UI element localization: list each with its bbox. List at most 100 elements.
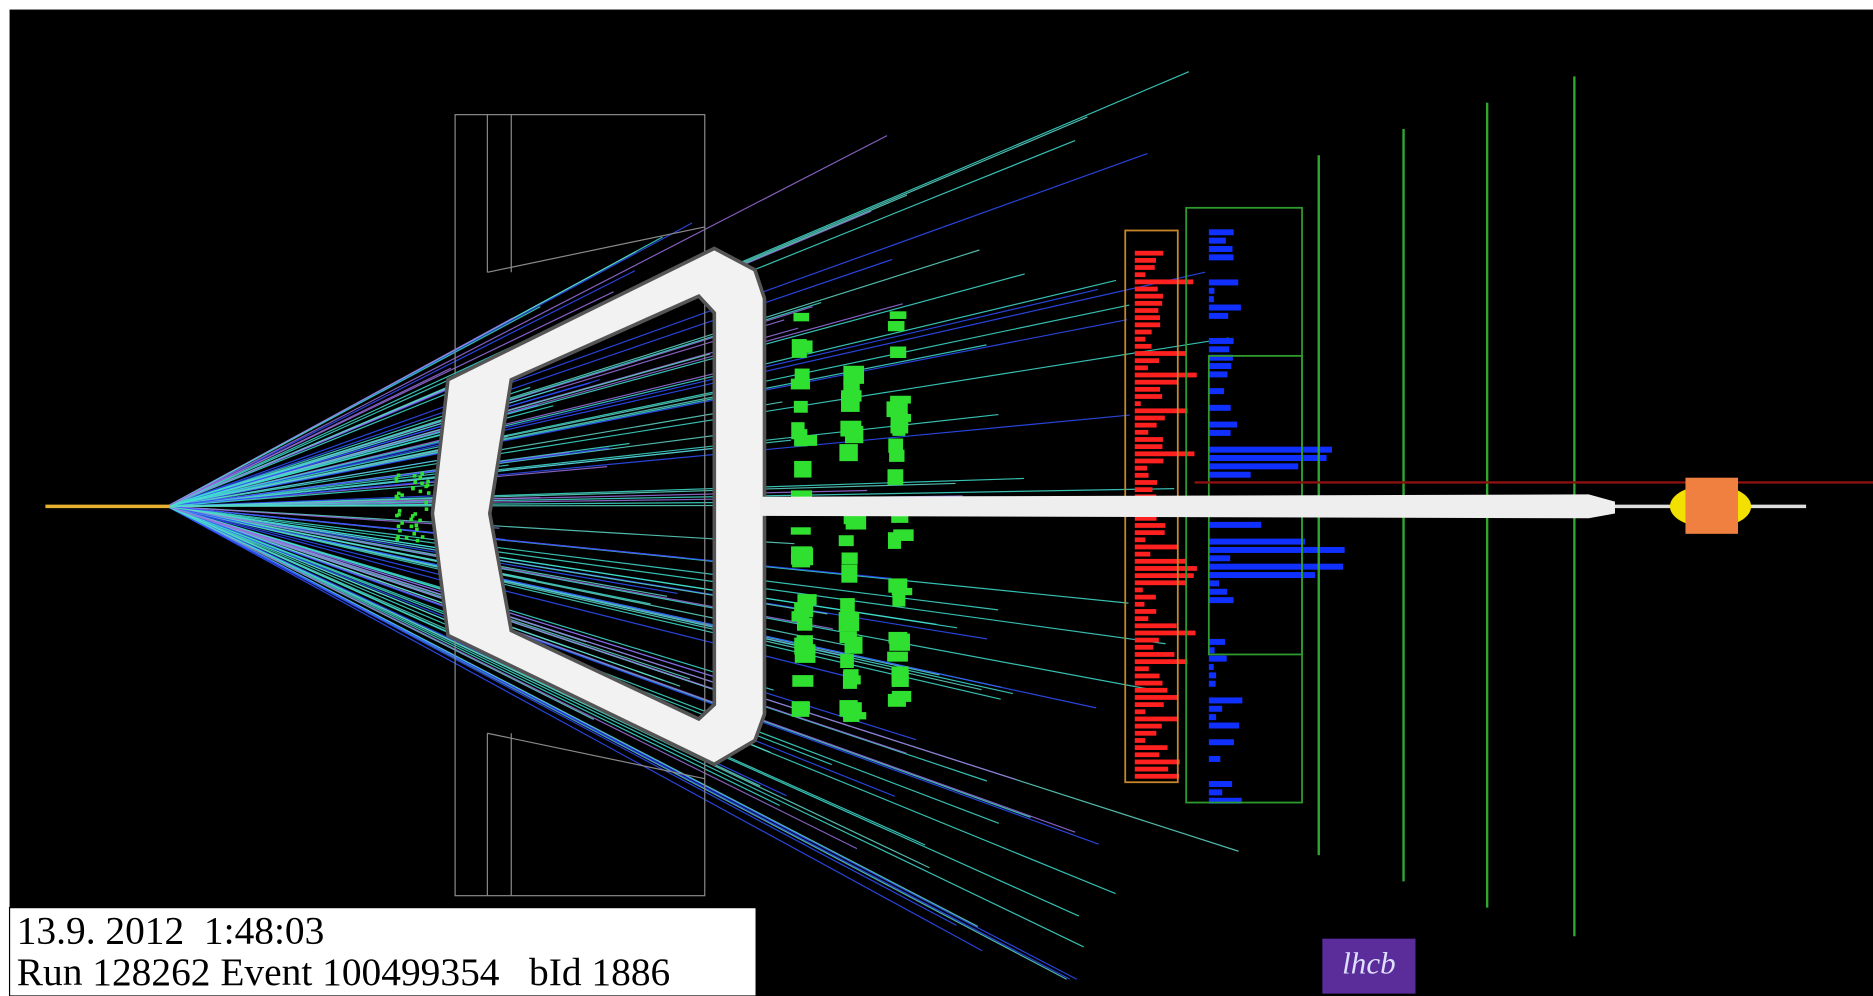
hcal-deposit bbox=[1208, 680, 1216, 687]
hcal-deposit bbox=[1208, 463, 1299, 470]
track bbox=[167, 488, 1175, 507]
tracker-hit bbox=[843, 380, 860, 394]
track bbox=[166, 306, 541, 507]
hcal-deposit bbox=[1208, 388, 1225, 395]
ecal-deposit bbox=[1134, 272, 1146, 278]
velo-hit bbox=[395, 496, 400, 500]
velo-hit bbox=[415, 527, 419, 532]
ecal-deposit bbox=[1134, 609, 1157, 614]
ecal-deposit bbox=[1134, 358, 1160, 364]
tracker-hit bbox=[793, 312, 810, 322]
ecal-deposit bbox=[1134, 279, 1194, 285]
track bbox=[167, 482, 956, 507]
ecal-deposit bbox=[1134, 558, 1187, 564]
ecal-deposit bbox=[1134, 709, 1146, 715]
tracker-hit bbox=[843, 669, 859, 680]
tracker-hit bbox=[889, 311, 907, 319]
hcal-deposit bbox=[1208, 672, 1217, 679]
ecal-deposit bbox=[1134, 587, 1143, 593]
beam-pipe bbox=[759, 494, 1615, 519]
track bbox=[166, 505, 497, 652]
ecal-deposit bbox=[1134, 730, 1157, 736]
ecal-deposit bbox=[1134, 652, 1175, 657]
velo-hit bbox=[426, 491, 431, 495]
logo-box bbox=[1322, 938, 1416, 994]
tracker-hit bbox=[887, 651, 908, 662]
velo-hit bbox=[400, 521, 404, 525]
velo-hit bbox=[418, 518, 422, 523]
velo-hit bbox=[415, 538, 420, 543]
ecal-deposit bbox=[1134, 659, 1188, 664]
hcal-deposit bbox=[1208, 429, 1231, 436]
hcal-deposit bbox=[1208, 563, 1344, 570]
tracker-hit bbox=[887, 469, 904, 485]
velo-hit bbox=[400, 493, 404, 497]
tracker-hit bbox=[843, 365, 865, 384]
ecal-deposit bbox=[1134, 415, 1165, 421]
hcal-deposit bbox=[1208, 538, 1306, 545]
tracker-hit bbox=[791, 611, 810, 622]
tracker-hit bbox=[841, 552, 858, 565]
ecal-deposit bbox=[1134, 365, 1148, 371]
tracker-hit bbox=[797, 594, 817, 606]
velo-hit bbox=[412, 532, 416, 536]
hcal-deposit bbox=[1208, 655, 1227, 662]
velo-hit bbox=[413, 480, 417, 485]
velo-hit bbox=[412, 474, 417, 478]
ecal-deposit bbox=[1134, 759, 1180, 765]
tracker-hit bbox=[792, 675, 814, 687]
ecal-deposit bbox=[1134, 286, 1158, 292]
ecal-deposit bbox=[1134, 773, 1180, 779]
tracker-hit bbox=[790, 378, 810, 390]
tracker-hit bbox=[887, 693, 906, 707]
hcal-deposit bbox=[1208, 789, 1223, 796]
hcal-deposit bbox=[1208, 781, 1233, 788]
ecal-deposit bbox=[1134, 673, 1160, 679]
ecal-deposit bbox=[1134, 523, 1166, 528]
track bbox=[166, 270, 636, 507]
tracker-hit bbox=[845, 512, 867, 530]
tracker-hit bbox=[840, 654, 854, 669]
tracker-hit bbox=[796, 635, 813, 652]
ecal-deposit bbox=[1134, 738, 1146, 743]
ecal-deposit bbox=[1134, 343, 1152, 349]
ecal-deposit bbox=[1134, 429, 1149, 435]
ecal-deposit bbox=[1134, 351, 1187, 356]
track bbox=[166, 135, 888, 507]
tracker-hit bbox=[840, 420, 862, 437]
tracker-hit bbox=[887, 532, 901, 549]
velo-hit bbox=[398, 528, 402, 533]
velo-hit bbox=[396, 473, 401, 478]
velo-hit bbox=[414, 523, 419, 528]
track bbox=[167, 152, 1148, 507]
velo-hit bbox=[420, 481, 424, 486]
hcal-deposit bbox=[1208, 471, 1251, 478]
velo-hit bbox=[418, 489, 423, 494]
tracker-hit bbox=[890, 395, 911, 404]
hcal-deposit bbox=[1208, 572, 1315, 579]
tracker-hit bbox=[843, 675, 861, 685]
velo-hit bbox=[394, 476, 399, 480]
hcal-deposit bbox=[1208, 597, 1234, 604]
ecal-deposit bbox=[1134, 702, 1164, 707]
track bbox=[167, 288, 1099, 507]
hcal-deposit bbox=[1208, 446, 1332, 453]
track bbox=[166, 505, 858, 850]
ecal-deposit bbox=[1134, 336, 1146, 342]
track bbox=[167, 505, 678, 595]
tracker-hit bbox=[892, 591, 906, 607]
ecal-deposit bbox=[1134, 451, 1195, 457]
ecal-deposit bbox=[1134, 515, 1157, 521]
track bbox=[167, 505, 1017, 781]
magnet bbox=[430, 246, 767, 767]
velo-hit bbox=[410, 514, 415, 518]
velo-hit bbox=[396, 524, 401, 529]
hcal-deposit bbox=[1208, 354, 1233, 361]
velo-hit bbox=[404, 535, 409, 540]
ecal-deposit bbox=[1134, 308, 1159, 313]
hcal-deposit bbox=[1208, 588, 1228, 595]
ecal-deposit bbox=[1134, 551, 1151, 557]
track bbox=[167, 505, 999, 611]
ecal-deposit bbox=[1134, 594, 1156, 600]
